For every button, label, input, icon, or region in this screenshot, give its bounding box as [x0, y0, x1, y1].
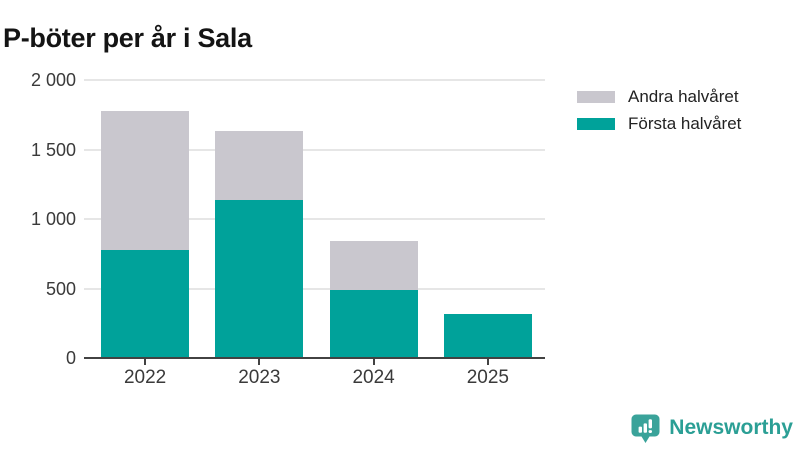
gridline-1000 [84, 218, 545, 220]
chart-legend: Andra halvåret Första halvåret [577, 88, 741, 133]
legend-label-forsta: Första halvåret [628, 114, 742, 133]
y-tick-label-500: 500 [45, 278, 76, 299]
x-tick-label-2022: 2022 [123, 367, 167, 388]
y-tick-label-1500: 1 500 [30, 139, 76, 160]
bar-segment-andra-halv-ret-2024 [329, 240, 418, 290]
legend-item-andra-halvaret: Andra halvåret [577, 88, 741, 106]
x-tick-label-2024: 2024 [352, 367, 395, 388]
x-axis-tick-2023 [258, 359, 261, 365]
bar-segment-andra-halv-ret-2022 [101, 110, 190, 250]
bar-segment-f-rsta-halv-ret-2024 [329, 289, 418, 358]
legend-swatch-forsta [577, 118, 615, 130]
gridline-2000 [84, 79, 545, 81]
bar-segment-f-rsta-halv-ret-2022 [101, 249, 190, 358]
y-tick-label-1000: 1 000 [30, 209, 76, 229]
x-axis-tick-2024 [372, 359, 375, 365]
gridline-1500 [84, 148, 545, 151]
x-axis-tick-2025 [486, 359, 489, 365]
bar-segment-f-rsta-halv-ret-2023 [215, 199, 304, 358]
newsworthy-logo-icon [629, 412, 662, 444]
legend-swatch-andra [577, 91, 615, 103]
x-tick-label-2025: 2025 [466, 367, 510, 388]
y-tick-label-2000: 2 000 [30, 70, 76, 90]
legend-item-forsta-halvaret: Första halvåret [577, 115, 741, 133]
legend-label-andra: Andra halvåret [628, 87, 739, 106]
newsworthy-brand: Newsworthy [629, 412, 793, 444]
bar-segment-f-rsta-halv-ret-2025 [443, 314, 532, 358]
gridline-500 [84, 287, 545, 290]
x-tick-label-2023: 2023 [238, 367, 281, 388]
page-title: P-böter per år i Sala [3, 23, 252, 54]
x-axis-tick-2022 [144, 359, 147, 365]
x-axis-line [84, 357, 545, 359]
y-tick-label-0: 0 [65, 348, 76, 368]
newsworthy-brand-text: Newsworthy [669, 416, 793, 439]
bar-segment-andra-halv-ret-2023 [215, 131, 304, 200]
